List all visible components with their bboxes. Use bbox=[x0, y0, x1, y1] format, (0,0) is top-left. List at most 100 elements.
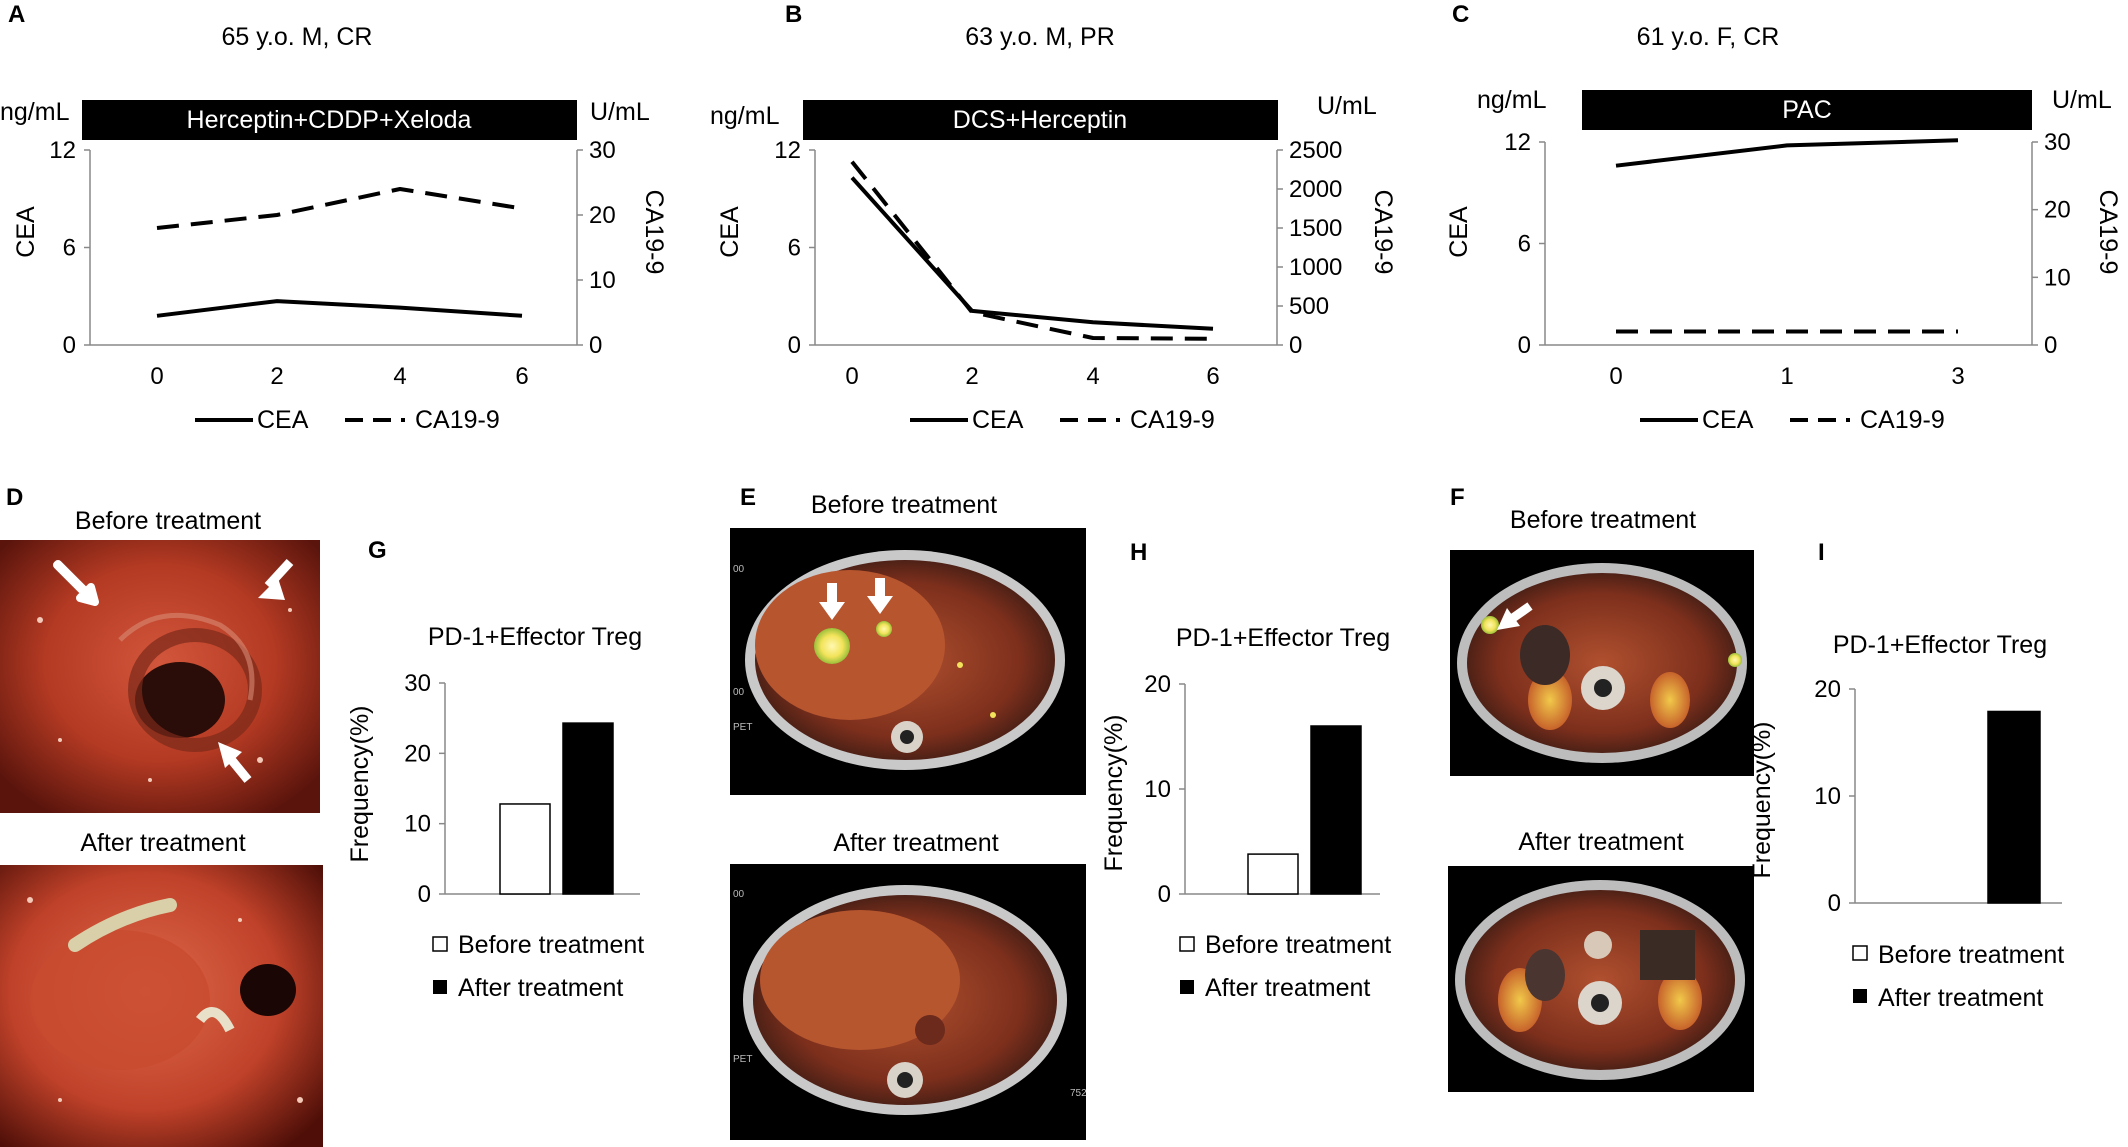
arrow-icon bbox=[264, 558, 294, 590]
legend-swatch-before bbox=[432, 936, 448, 952]
series-line-cea bbox=[850, 176, 1214, 331]
y2-axis-label: CA19-9 bbox=[2094, 190, 2122, 275]
panel-label-a: A bbox=[8, 1, 25, 28]
y-axis-label: CEA bbox=[1445, 206, 1473, 258]
chart-title: PD-1+Effector Treg bbox=[428, 623, 642, 651]
scan-mark: PET bbox=[733, 722, 752, 733]
series-line-cea bbox=[156, 299, 523, 318]
panel-label-g: G bbox=[368, 537, 387, 564]
arrow-icon bbox=[226, 755, 252, 783]
legend-swatch-after bbox=[1180, 980, 1194, 994]
legend-label-cea: CEA bbox=[1702, 406, 1754, 434]
y-axis-label: Frequency(%) bbox=[1100, 715, 1128, 872]
y-tick-label: 0 bbox=[1518, 332, 1531, 359]
before-caption: Before treatment bbox=[811, 491, 997, 519]
x-tick-label: 6 bbox=[1206, 363, 1219, 390]
x-tick-label: 2 bbox=[270, 363, 283, 390]
x-tick-label: 1 bbox=[1780, 363, 1793, 390]
treatment-bar bbox=[803, 100, 1278, 140]
after-caption: After treatment bbox=[833, 829, 998, 857]
plot-area: 0 10 20 bbox=[1144, 671, 1380, 908]
x-tick-label: 0 bbox=[845, 363, 858, 390]
x-tick-label: 6 bbox=[515, 363, 528, 390]
y2-tick-label: 0 bbox=[1289, 332, 1302, 359]
chart-title: 63 y.o. M, PR bbox=[965, 23, 1115, 51]
pet-ct-before-image bbox=[1450, 550, 1754, 776]
y-tick-label: 0 bbox=[63, 332, 76, 359]
legend-swatch-before bbox=[1852, 945, 1868, 961]
y2-tick-label: 30 bbox=[589, 137, 616, 164]
series-line-ca19-9 bbox=[156, 187, 523, 230]
panel-e-pet-ct: E Before treatment 00 00 PET After treat… bbox=[730, 484, 1087, 1140]
y-tick-label: 10 bbox=[1814, 783, 1841, 810]
y2-tick-label: 500 bbox=[1289, 293, 1329, 320]
panel-f-pet-ct: F Before treatment After treatment bbox=[1448, 484, 1754, 1092]
y2-tick-label: 10 bbox=[589, 267, 616, 294]
bar-after-treatment bbox=[1310, 725, 1362, 895]
scan-mark: PET bbox=[733, 1054, 752, 1065]
treatment-label: Herceptin+CDDP+Xeloda bbox=[187, 106, 472, 134]
x-tick-label: 2 bbox=[965, 363, 978, 390]
scan-mark: 752 bbox=[1070, 1088, 1087, 1099]
treatment-bar bbox=[1582, 90, 2032, 130]
y-tick-label: 0 bbox=[788, 332, 801, 359]
y-tick-label: 30 bbox=[404, 670, 431, 697]
y2-tick-label: 20 bbox=[589, 202, 616, 229]
y2-axis-label: CA19-9 bbox=[1369, 190, 1397, 275]
legend-label-cea: CEA bbox=[972, 406, 1024, 434]
panel-label-i: I bbox=[1818, 539, 1825, 566]
y-tick-label: 0 bbox=[1158, 881, 1171, 908]
panel-label-f: F bbox=[1450, 484, 1465, 511]
bar-after-treatment bbox=[562, 722, 614, 895]
lesion-hotspot bbox=[876, 621, 892, 637]
y-tick-label: 0 bbox=[418, 881, 431, 908]
x-tick-label: 4 bbox=[393, 363, 406, 390]
treatment-label: PAC bbox=[1782, 96, 1832, 124]
legend-label-after: After treatment bbox=[1878, 984, 2043, 1012]
line-chart-a: A 65 y.o. M, CR Herceptin+CDDP+Xeloda ng… bbox=[0, 1, 668, 434]
panel-label-b: B bbox=[785, 1, 802, 28]
legend-swatch-after bbox=[433, 980, 447, 994]
y-tick-label: 20 bbox=[1144, 671, 1171, 698]
pet-ct-after-image: 00 PET 752 bbox=[730, 864, 1087, 1140]
y-tick-label: 10 bbox=[404, 811, 431, 838]
y-tick-label: 6 bbox=[63, 235, 76, 262]
plot-area: 0 10 20 30 bbox=[404, 670, 640, 908]
y-axis-label: CEA bbox=[12, 206, 40, 258]
y-axis-label: CEA bbox=[716, 206, 744, 258]
y-tick-label: 6 bbox=[1518, 231, 1531, 258]
plot-area: 0 6 12 0 10 20 30 0 2 4 6 CEA CA19-9 bbox=[49, 137, 615, 434]
bar-chart-i: I PD-1+Effector Treg Frequency(%) 01020 … bbox=[1748, 539, 2064, 1012]
y-axis-label: Frequency(%) bbox=[346, 706, 374, 863]
y2-tick-label: 1500 bbox=[1289, 215, 1342, 242]
bar-chart-g: G PD-1+Effector Treg Frequency(%) 0 10 20 3… bbox=[346, 537, 644, 1002]
legend-label-ca19-9: CA19-9 bbox=[415, 406, 500, 434]
legend-label-ca19-9: CA19-9 bbox=[1130, 406, 1215, 434]
before-caption: Before treatment bbox=[75, 507, 261, 535]
pet-ct-after-image bbox=[1448, 866, 1754, 1092]
right-unit: U/mL bbox=[590, 98, 650, 126]
y2-axis-label: CA19-9 bbox=[640, 190, 668, 275]
left-unit: ng/mL bbox=[710, 102, 780, 130]
plot-area: 0 6 12 0 500 1000 1500 2000 2500 0 2 4 6 CEA CA19-9 bbox=[774, 137, 1342, 434]
y-tick-label: 20 bbox=[1814, 676, 1841, 703]
bar-chart-h: H PD-1+Effector Treg Frequency(%) 01020 … bbox=[1100, 539, 1391, 1002]
x-tick-label: 0 bbox=[1609, 363, 1622, 390]
left-unit: ng/mL bbox=[0, 98, 70, 126]
legend-label-ca19-9: CA19-9 bbox=[1860, 406, 1945, 434]
chart-title: 61 y.o. F, CR bbox=[1637, 23, 1780, 51]
line-chart-b: B 63 y.o. M, PR DCS+Herceptin ng/mL U/mL… bbox=[710, 1, 1397, 434]
legend-label-before: Before treatment bbox=[1878, 941, 2064, 969]
y-tick-label: 12 bbox=[774, 137, 801, 164]
y2-tick-label: 10 bbox=[2044, 264, 2071, 291]
treatment-label: DCS+Herceptin bbox=[953, 106, 1127, 134]
panel-label-c: C bbox=[1452, 1, 1469, 28]
bar-after-treatment bbox=[1987, 710, 2041, 904]
series-line-cea bbox=[1615, 138, 1959, 168]
treatment-bar bbox=[82, 100, 577, 140]
panel-d-endoscopy: D Before treatment After treatment bbox=[0, 484, 323, 1147]
legend-label-after: After treatment bbox=[1205, 974, 1370, 1002]
after-caption: After treatment bbox=[80, 829, 245, 857]
arrow-icon bbox=[53, 560, 99, 606]
chart-title: PD-1+Effector Treg bbox=[1833, 631, 2047, 659]
